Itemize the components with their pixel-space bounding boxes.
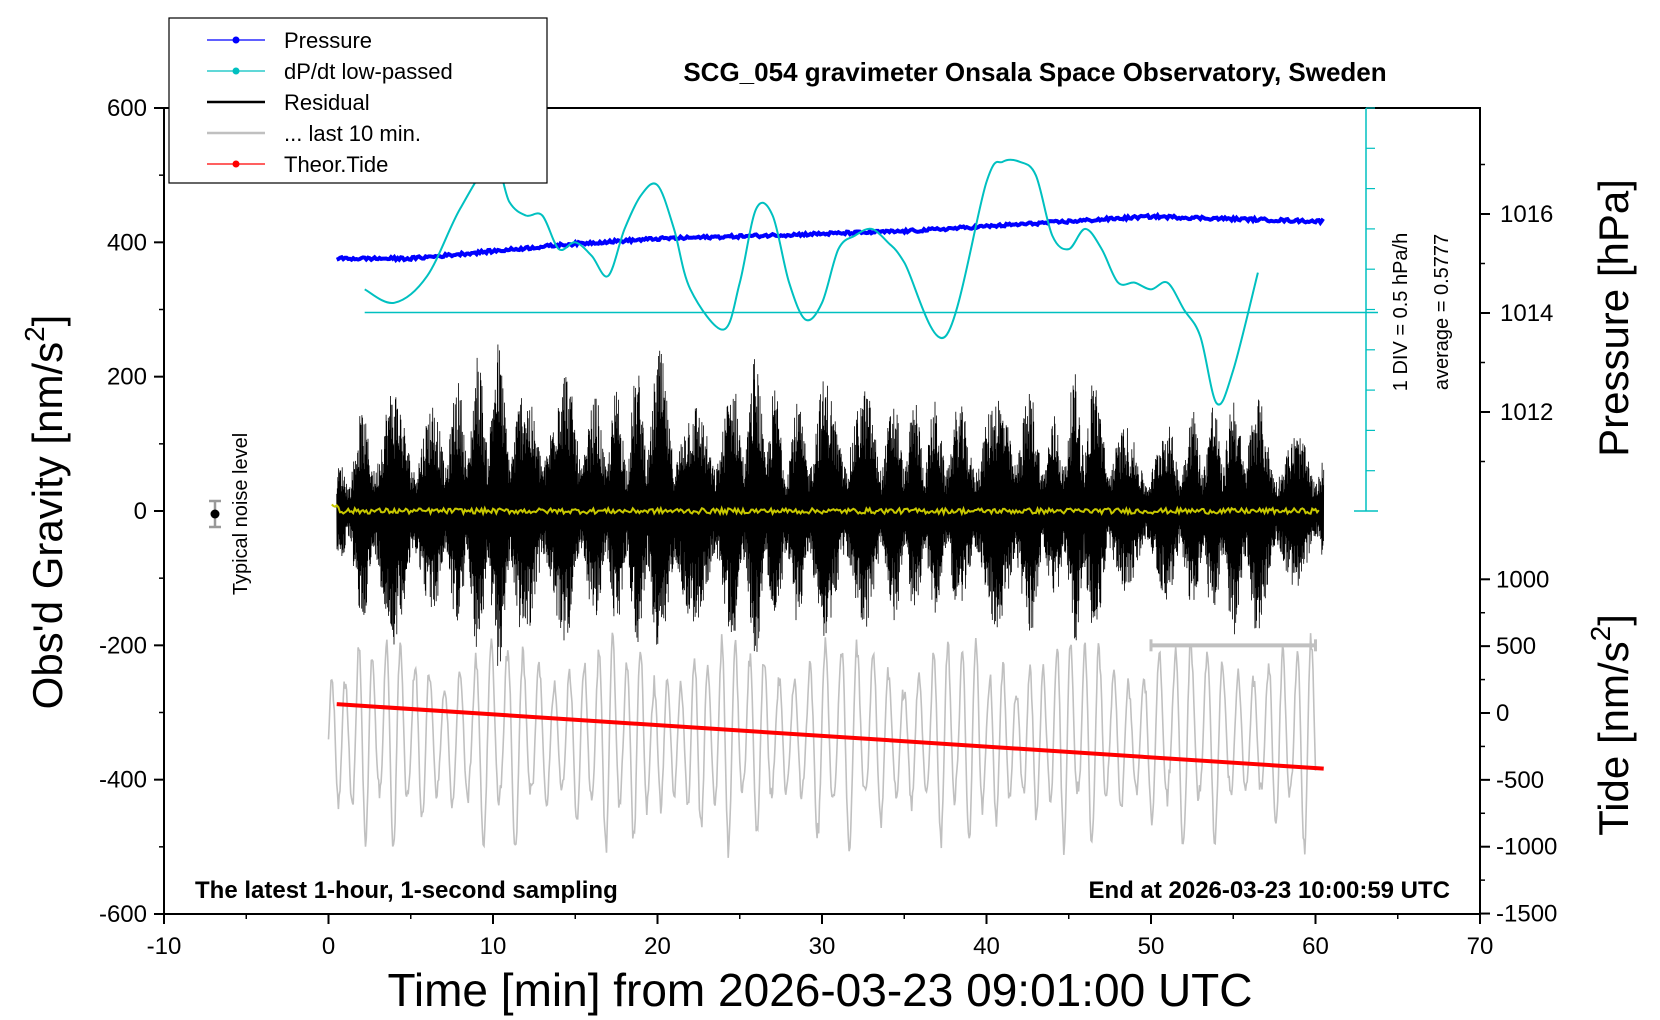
y-tick-label: 0 <box>134 498 147 525</box>
y-tick-label: 600 <box>107 95 147 122</box>
pressure-line <box>335 211 1325 264</box>
legend-item: Residual <box>207 90 370 115</box>
y-axis-label-pressure: Pressure [hPa] <box>1590 179 1637 457</box>
pressure-tick-label: 1014 <box>1500 300 1553 327</box>
legend-label: Residual <box>284 90 370 115</box>
y-tick-label: 200 <box>107 364 147 391</box>
y-axis-label-tide: Tide [nm/s2] <box>1585 614 1637 836</box>
pressure-tick-label: 1016 <box>1500 201 1553 228</box>
last-10-min-trace <box>327 632 1317 858</box>
tide-tick-label: 0 <box>1496 700 1509 727</box>
y-tick-label: -200 <box>99 632 147 659</box>
residual-mean-line <box>331 503 1320 517</box>
y-tick-label: -600 <box>99 901 147 928</box>
tick-labels: -10 0 10 20 30 40 50 60 70 -600 -400 -200 0 200 400 600… <box>99 95 1557 960</box>
dpdt-scale-label: 1 DIV = 0.5 hPa/h <box>1390 233 1412 391</box>
legend-marker <box>232 36 240 44</box>
legend-item: dP/dt low-passed <box>207 59 453 84</box>
dpdt-average-label: average = 0.5777 <box>1431 234 1453 390</box>
series-lines <box>335 158 1325 771</box>
x-tick-label: 40 <box>973 933 1000 960</box>
legend-item: ... last 10 min. <box>207 121 421 146</box>
x-tick-label: 0 <box>322 933 335 960</box>
tide-tick-label: 1000 <box>1496 566 1549 593</box>
legend: Pressure dP/dt low-passed Residual ... last… <box>168 17 548 184</box>
x-tick-label: -10 <box>147 933 182 960</box>
legend-label: ... last 10 min. <box>284 121 421 146</box>
x-axis-label: Time [min] from 2026-03-23 09:01:00 UTC <box>388 964 1253 1016</box>
theor-tide-line <box>336 702 1324 771</box>
legend-label: Pressure <box>284 28 372 53</box>
legend-label: Theor.Tide <box>284 152 388 177</box>
chart-title: SCG_054 gravimeter Onsala Space Observat… <box>683 57 1386 87</box>
legend-item: Pressure <box>207 28 372 53</box>
x-tick-label: 10 <box>480 933 507 960</box>
legend-label: dP/dt low-passed <box>284 59 453 84</box>
tide-tick-label: 500 <box>1496 633 1536 660</box>
x-tick-label: 60 <box>1302 933 1329 960</box>
annotation-sampling: The latest 1-hour, 1-second sampling <box>195 877 618 904</box>
pressure-tick-label: 1012 <box>1500 399 1553 426</box>
noise-dot <box>210 509 220 519</box>
noise-label: Typical noise level <box>230 433 252 595</box>
legend-item: Theor.Tide <box>207 152 388 177</box>
tick-marks <box>154 107 1490 924</box>
tide-tick-label: -1000 <box>1496 834 1557 861</box>
legend-marker <box>232 67 240 75</box>
x-tick-label: 50 <box>1138 933 1165 960</box>
dpdt-line <box>364 158 1259 406</box>
x-tick-label: 30 <box>809 933 836 960</box>
y-tick-label: 400 <box>107 229 147 256</box>
y-axis-label-left: Obs'd Gravity [nm/s2] <box>19 315 71 710</box>
y-tick-label: -400 <box>99 767 147 794</box>
residual-trace <box>331 344 1325 666</box>
residual-line <box>336 344 1325 666</box>
x-tick-label: 20 <box>644 933 671 960</box>
last-10-min-line <box>327 632 1317 858</box>
x-tick-label: 70 <box>1467 933 1494 960</box>
legend-box <box>168 17 548 184</box>
legend-marker <box>232 160 240 168</box>
noise-level-marker <box>209 499 221 529</box>
annotation-end-time: End at 2026-03-23 10:00:59 UTC <box>1089 877 1451 904</box>
tide-tick-label: -500 <box>1496 767 1544 794</box>
tide-tick-label: -1500 <box>1496 901 1557 928</box>
